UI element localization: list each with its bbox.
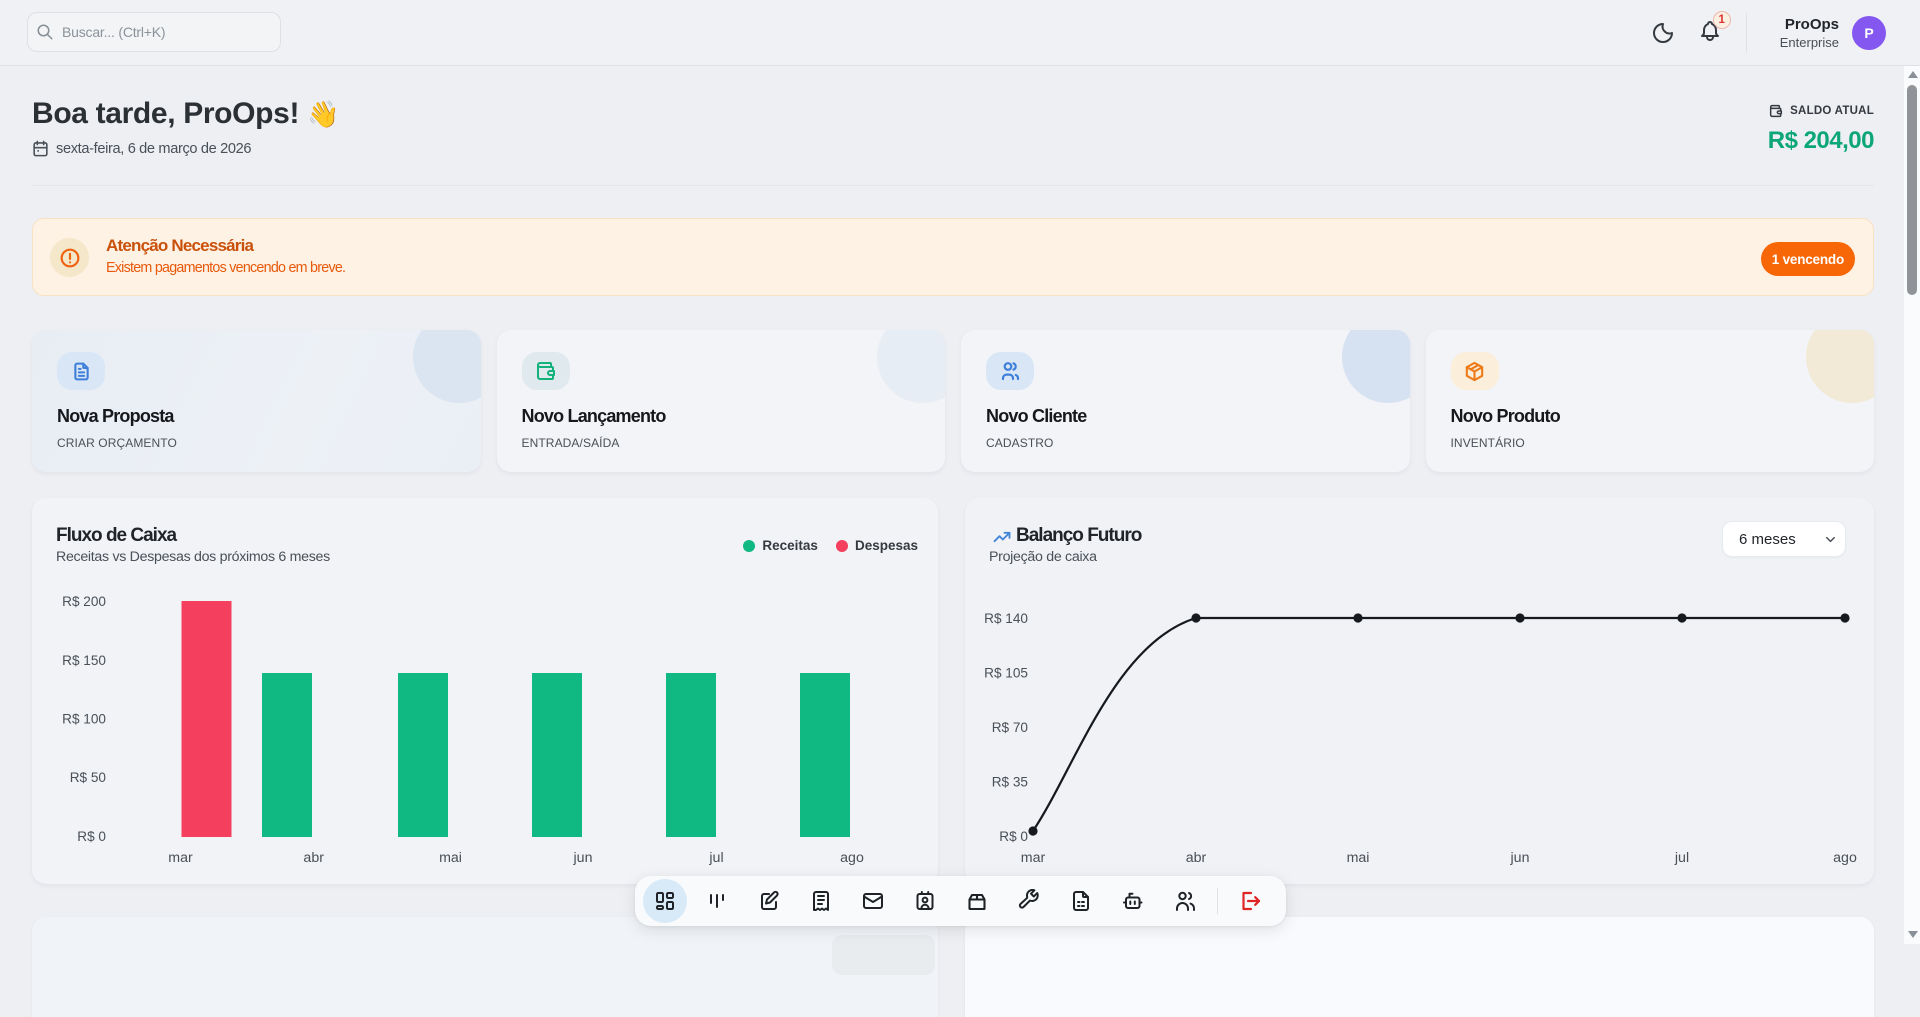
svg-text:R$ 0: R$ 0 [999,829,1028,844]
svg-text:R$ 70: R$ 70 [992,720,1029,735]
svg-text:R$ 0: R$ 0 [77,829,106,844]
svg-text:R$ 35: R$ 35 [992,775,1028,790]
svg-text:R$ 150: R$ 150 [62,653,106,668]
svg-text:R$ 50: R$ 50 [70,770,107,785]
svg-text:R$ 140: R$ 140 [984,611,1028,626]
svg-text:R$ 105: R$ 105 [984,666,1028,681]
svg-text:R$ 100: R$ 100 [62,712,106,727]
svg-text:R$ 200: R$ 200 [62,594,106,609]
